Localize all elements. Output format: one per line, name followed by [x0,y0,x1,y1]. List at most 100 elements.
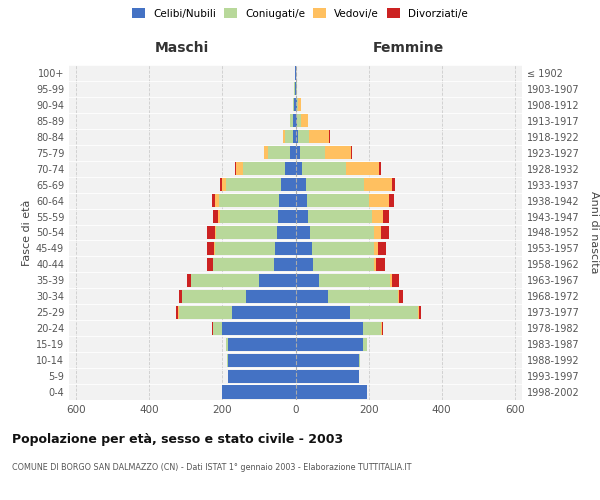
Bar [235,162,236,175]
Bar [207,226,215,239]
Bar [242,162,284,175]
Bar [182,290,246,303]
Bar [246,290,296,303]
Bar [364,178,392,191]
Legend: Celibi/Nubili, Coniugati/e, Vedovi/e, Divorziati/e: Celibi/Nubili, Coniugati/e, Vedovi/e, Di… [129,5,471,21]
Bar [296,258,313,271]
Bar [296,322,363,335]
Bar [277,226,296,239]
Bar [212,258,214,271]
Bar [216,226,277,239]
Bar [313,258,374,271]
Bar [226,338,228,350]
Bar [296,114,298,128]
Bar [363,338,367,350]
Bar [228,370,296,382]
Bar [369,194,389,207]
Bar [296,98,298,112]
Bar [374,258,376,271]
Bar [214,242,215,255]
Bar [214,322,223,335]
Bar [279,194,296,207]
Bar [214,210,218,223]
Text: COMUNE DI BORGO SAN DALMAZZO (CN) - Dati ISTAT 1° gennaio 2003 - Elaborazione TU: COMUNE DI BORGO SAN DALMAZZO (CN) - Dati… [12,462,412,471]
Bar [223,322,296,335]
Bar [298,114,301,128]
Bar [296,162,302,175]
Bar [215,242,275,255]
Bar [223,386,296,398]
Bar [293,114,296,128]
Bar [207,258,212,271]
Bar [178,306,179,319]
Bar [383,210,389,223]
Bar [191,274,259,287]
Bar [219,194,279,207]
Bar [296,194,307,207]
Bar [179,306,232,319]
Bar [302,162,346,175]
Bar [281,178,296,191]
Bar [293,98,295,112]
Bar [309,130,329,143]
Bar [308,210,372,223]
Bar [296,354,359,366]
Bar [290,146,296,160]
Bar [298,98,301,112]
Bar [232,306,296,319]
Bar [296,178,306,191]
Bar [236,162,242,175]
Bar [319,274,391,287]
Bar [278,210,296,223]
Bar [268,146,290,160]
Bar [275,242,296,255]
Bar [215,226,216,239]
Bar [293,130,296,143]
Bar [295,82,296,96]
Bar [226,178,281,191]
Bar [398,290,399,303]
Text: Maschi: Maschi [155,41,209,55]
Bar [220,210,278,223]
Bar [296,82,298,96]
Bar [392,274,399,287]
Y-axis label: Anni di nascita: Anni di nascita [589,191,599,274]
Bar [350,306,418,319]
Bar [298,130,309,143]
Bar [312,242,374,255]
Text: Femmine: Femmine [373,41,445,55]
Bar [259,274,296,287]
Bar [310,226,374,239]
Bar [212,322,214,335]
Bar [377,242,386,255]
Bar [296,338,363,350]
Bar [220,178,222,191]
Bar [285,130,293,143]
Bar [300,146,325,160]
Bar [359,354,360,366]
Bar [389,194,394,207]
Bar [214,258,274,271]
Bar [306,178,364,191]
Bar [296,226,310,239]
Bar [374,226,380,239]
Bar [329,130,330,143]
Bar [274,258,296,271]
Bar [399,290,403,303]
Bar [218,210,220,223]
Bar [215,194,219,207]
Bar [346,162,379,175]
Bar [179,290,182,303]
Bar [176,306,178,319]
Bar [363,322,382,335]
Bar [296,306,350,319]
Bar [296,210,308,223]
Bar [212,194,215,207]
Bar [283,130,285,143]
Bar [296,370,359,382]
Bar [382,322,383,335]
Bar [228,354,296,366]
Bar [290,114,293,128]
Bar [296,146,300,160]
Bar [325,146,351,160]
